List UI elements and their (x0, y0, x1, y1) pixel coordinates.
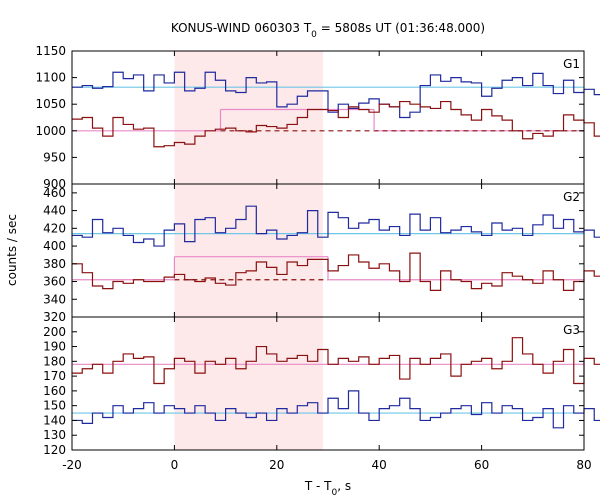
x-axis-label-subscript: 0 (332, 488, 338, 498)
shaded-interval (174, 317, 323, 450)
chart-title-main: KONUS-WIND 060303 T (171, 21, 312, 35)
x-axis-label-rest: , s (337, 479, 351, 493)
y-tick-label: 900 (43, 177, 66, 191)
x-tick-label: 20 (269, 458, 284, 472)
y-tick-label: 1000 (35, 124, 66, 138)
panel-g1: 900 950 1000 1050 1100 1150 G1 (35, 44, 600, 191)
y-tick-label: 1050 (35, 97, 66, 111)
y-tick-label: 380 (43, 257, 66, 271)
y-tick-label: 340 (43, 292, 66, 306)
panel-label: G1 (563, 57, 580, 71)
y-tick-label: 950 (43, 150, 66, 164)
y-tick-label: 150 (43, 399, 66, 413)
panel-frame (71, 50, 585, 185)
y-tick-label: 420 (43, 221, 66, 235)
y-tick-label: 180 (43, 354, 66, 368)
y-tick-label: 320 (43, 310, 66, 324)
x-tick-label: 40 (372, 458, 387, 472)
x-tick-label: 0 (171, 458, 179, 472)
data-series-g3-1 (72, 337, 600, 385)
y-tick-label: 140 (43, 413, 66, 427)
data-series-g2-0 (72, 205, 600, 247)
panel-g2: 320 340 360 380 400 420 440 460 G2 (43, 183, 600, 324)
y-tick-label: 440 (43, 204, 66, 218)
chart-title-rest: = 5808s UT (01:36:48.000) (317, 21, 485, 35)
y-tick-label: 200 (43, 325, 66, 339)
y-tick-label: 160 (43, 384, 66, 398)
y-tick-label: 1100 (35, 71, 66, 85)
x-tick-label: 80 (576, 458, 591, 472)
data-series-g1-0 (72, 71, 600, 119)
y-axis-label: counts / sec (5, 214, 19, 286)
panel-frame (71, 183, 585, 318)
x-axis-label: T - T0, s (304, 479, 351, 498)
chart-title-subscript: 0 (311, 30, 317, 40)
y-tick-label: 360 (43, 275, 66, 289)
y-tick-label: 400 (43, 239, 66, 253)
y-tick-label: 190 (43, 340, 66, 354)
data-series-g3-0 (72, 390, 600, 429)
y-tick-label: 460 (43, 186, 66, 200)
chart-title: KONUS-WIND 060303 T0 = 5808s UT (01:36:4… (171, 21, 485, 40)
x-axis-label-main: T - T (304, 479, 332, 493)
x-tick-label: 60 (474, 458, 489, 472)
data-series-g2-1 (72, 252, 600, 291)
y-tick-label: 120 (43, 443, 66, 457)
y-tick-label: 170 (43, 369, 66, 383)
data-series-g1-1 (72, 100, 600, 148)
panel-frame (71, 316, 585, 451)
shaded-interval (174, 184, 323, 317)
panel-label: G2 (563, 190, 580, 204)
y-tick-label: 130 (43, 428, 66, 442)
panel-label: G3 (563, 323, 580, 337)
plot-layer: 9009501000105011001150G13203403603804004… (35, 44, 600, 472)
y-tick-label: 1150 (35, 44, 66, 58)
x-tick-label: -20 (62, 458, 82, 472)
